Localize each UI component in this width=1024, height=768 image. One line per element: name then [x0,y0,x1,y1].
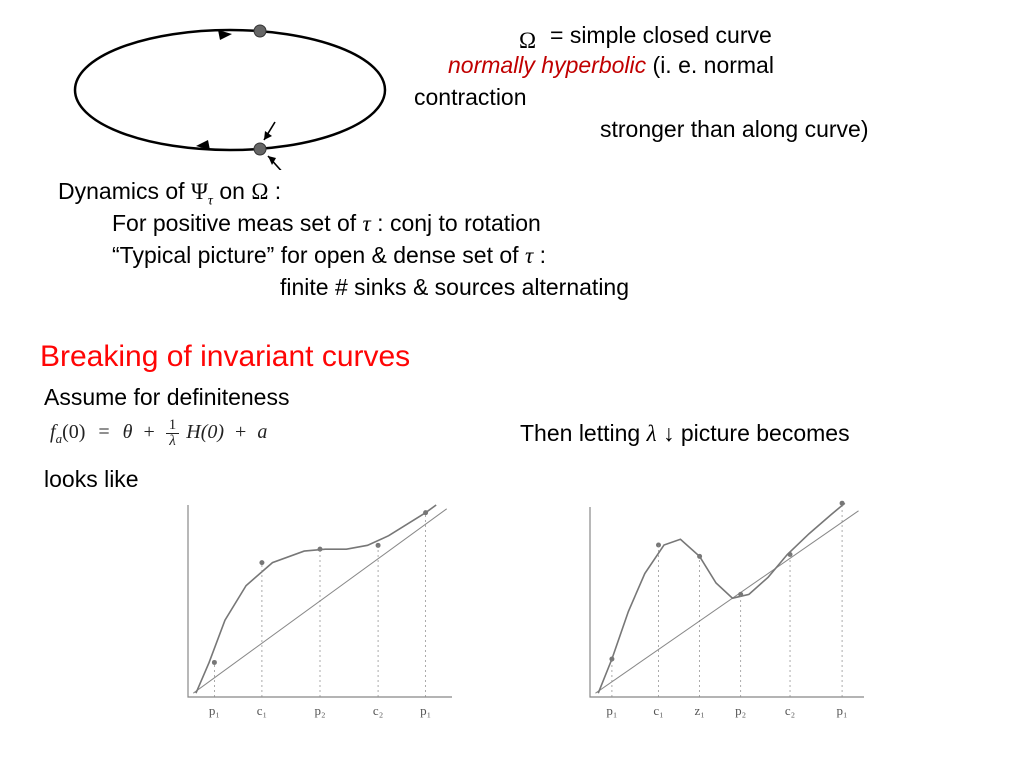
svg-text:c₂: c₂ [785,703,795,718]
tau-symbol-2: τ [525,243,533,268]
svg-text:p₂: p₂ [735,703,746,718]
formula-H: H(0) [186,421,224,443]
formula-zero: (0) [62,421,85,443]
tau-sub: τ [208,194,213,209]
normally-hyperbolic: normally hyperbolic [448,52,646,78]
looks-like-text: looks like [44,466,139,493]
then-letting-text: Then letting λ ↓ picture becomes [520,420,850,447]
finite-line: finite # sinks & sources alternating [280,274,629,301]
svg-text:c₁: c₁ [653,703,663,718]
line3: contraction [414,84,527,111]
svg-text:p₁: p₁ [837,703,848,718]
tau-symbol-1: τ [363,211,371,236]
right-plot: p₁ c₁ z₁ p₂ c₂ p₁ [572,497,882,725]
positive-meas-line: For positive meas set of τ : conj to rot… [112,210,541,237]
left-plot: p₁ c₁ p₂ c₂ p₁ [170,495,470,725]
line2-suffix: (i. e. normal [646,52,774,78]
formula-den: λ [166,434,180,449]
dyn-prefix: Dynamics of [58,178,185,204]
then-prefix: Then letting [520,420,647,446]
dynamics-line: Dynamics of Ψτ on Ω : [58,178,281,210]
lambda-symbol: λ [647,421,657,446]
formula-a: a [257,421,267,443]
formula-plus1: + [144,421,155,443]
omega-symbol-dyn: Ω [251,179,268,204]
dyn-suffix: : [275,178,281,204]
typ-suffix: : [540,242,546,268]
svg-text:c₁: c₁ [257,703,267,718]
breaking-heading: Breaking of invariant curves [40,340,410,374]
psi-symbol: Ψ [191,179,208,204]
formula-theta: θ [123,421,133,443]
line4: stronger than along curve) [600,116,869,143]
formula-plus2: + [235,421,246,443]
typ-prefix: “Typical picture” for open & dense set o… [112,242,519,268]
dyn-mid: on [219,178,245,204]
pos-suffix: : conj to rotation [377,210,541,236]
typical-line: “Typical picture” for open & dense set o… [112,242,546,269]
svg-text:p₂: p₂ [314,703,325,718]
then-suffix: picture becomes [681,420,850,446]
down-arrow-icon: ↓ [663,421,675,446]
svg-text:z₁: z₁ [694,703,704,718]
formula: fa(0) = θ + 1 λ H(0) + a [50,418,267,449]
svg-text:p₁: p₁ [209,703,220,718]
svg-text:c₂: c₂ [373,703,383,718]
formula-eq: = [98,421,109,443]
ellipse-diagram [60,10,400,170]
line1: = simple closed curve [550,22,772,49]
omega-symbol-top: Ω [519,28,536,54]
pos-prefix: For positive meas set of [112,210,356,236]
svg-text:p₁: p₁ [420,703,431,718]
line2: normally hyperbolic (i. e. normal [448,52,774,79]
formula-num: 1 [166,418,180,434]
assume-text: Assume for definiteness [44,384,289,411]
svg-text:p₁: p₁ [606,703,617,718]
slide: Ω = simple closed curve normally hyperbo… [0,0,1024,768]
